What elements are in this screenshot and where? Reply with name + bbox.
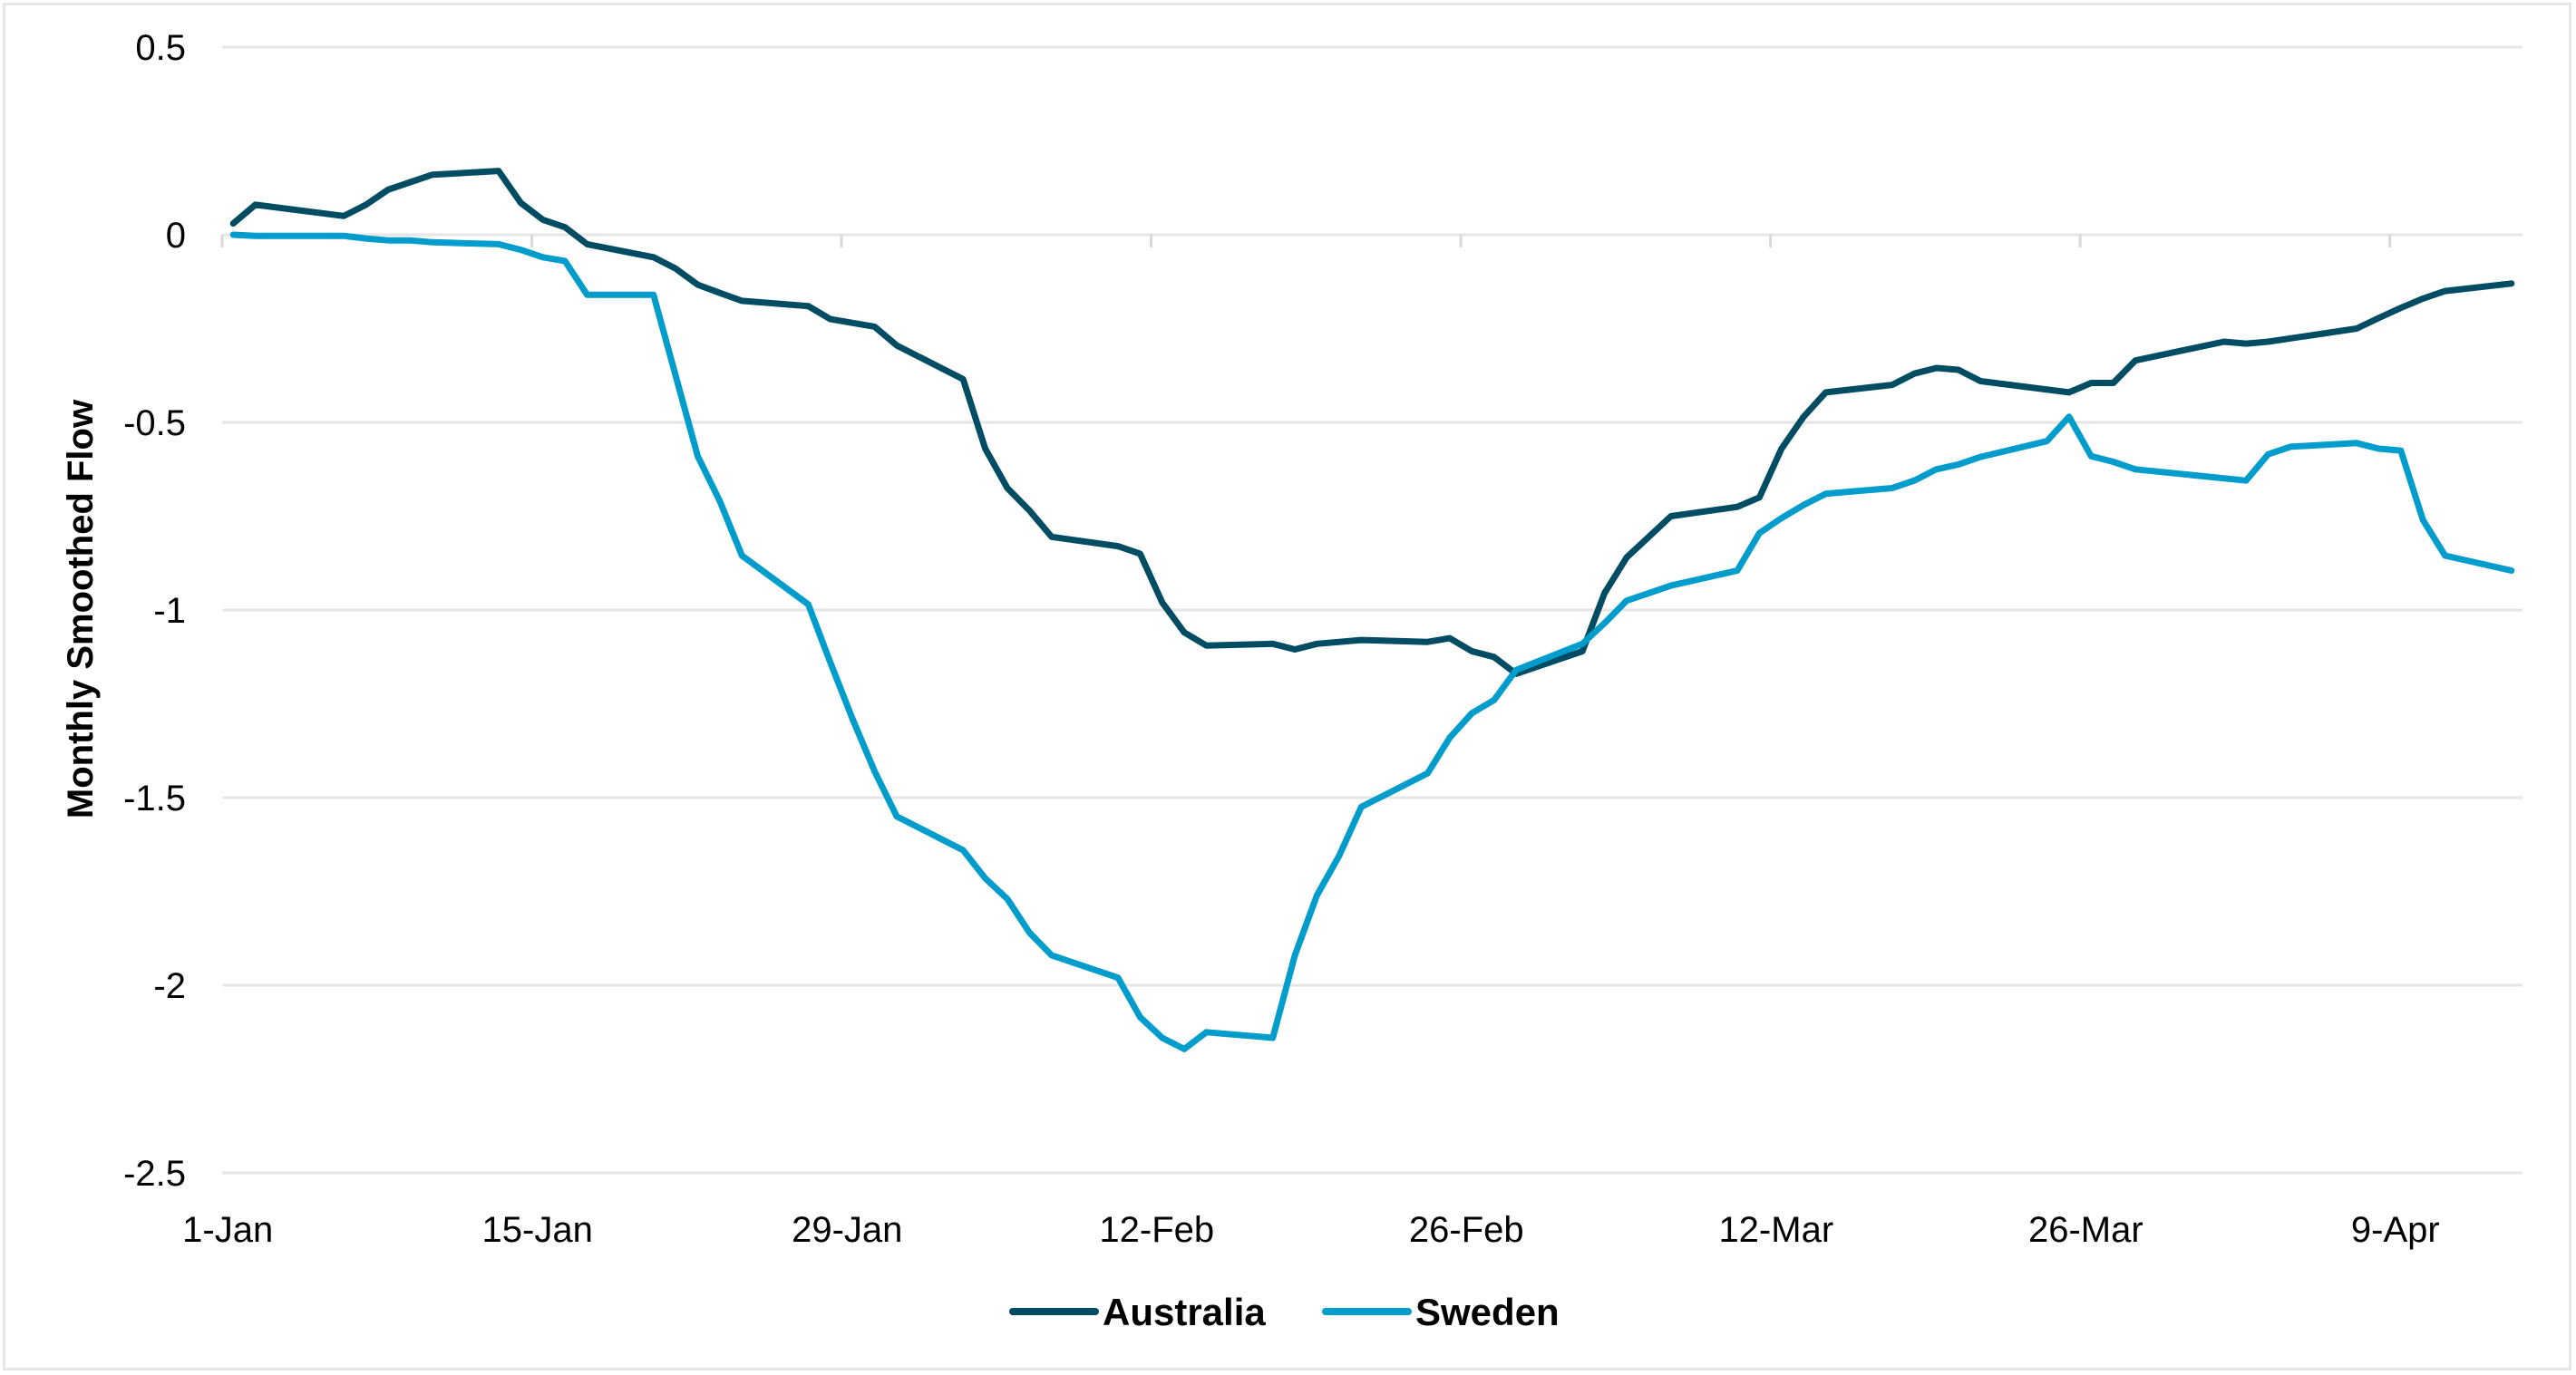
y-axis-title: Monthly Smoothed Flow [61, 399, 101, 818]
legend: Australia Sweden [1009, 1291, 1560, 1333]
x-tick-label: 29-Jan [792, 1210, 902, 1250]
series-line-australia [229, 168, 2515, 677]
y-axis-tick-labels: 0.5 0 -0.5 -1 -1.5 -2 -2.5 [123, 28, 186, 1194]
y-tick-label: -1.5 [123, 779, 186, 818]
gridlines [222, 45, 2523, 1175]
y-tick-label: -2.5 [123, 1154, 186, 1194]
legend-item-australia[interactable]: Australia [1009, 1291, 1266, 1333]
x-tick-label: 12-Feb [1099, 1210, 1214, 1250]
x-tick-label: 15-Jan [482, 1210, 593, 1250]
legend-label-australia: Australia [1103, 1291, 1266, 1333]
x-tick-label: 1-Jan [182, 1210, 273, 1250]
x-tick-label: 26-Feb [1409, 1210, 1524, 1250]
x-axis-tick-marks [220, 235, 2392, 247]
x-tick-label: 9-Apr [2351, 1210, 2440, 1250]
chart-frame [3, 3, 2571, 1370]
y-tick-label: -0.5 [123, 403, 186, 443]
legend-item-sweden[interactable]: Sweden [1322, 1291, 1560, 1333]
y-tick-label: -1 [153, 591, 186, 631]
series-line-sweden [229, 231, 2515, 1052]
series-lines [229, 168, 2515, 1052]
x-axis-tick-labels: 1-Jan 15-Jan 29-Jan 12-Feb 26-Feb 12-Mar 26-Ma… [182, 1210, 2440, 1250]
x-tick-label: 12-Mar [1718, 1210, 1833, 1250]
y-tick-label: -2 [153, 966, 186, 1006]
y-tick-label: 0.5 [135, 28, 186, 68]
x-tick-label: 26-Mar [2028, 1210, 2143, 1250]
legend-label-sweden: Sweden [1415, 1291, 1560, 1333]
y-tick-label: 0 [166, 216, 186, 256]
